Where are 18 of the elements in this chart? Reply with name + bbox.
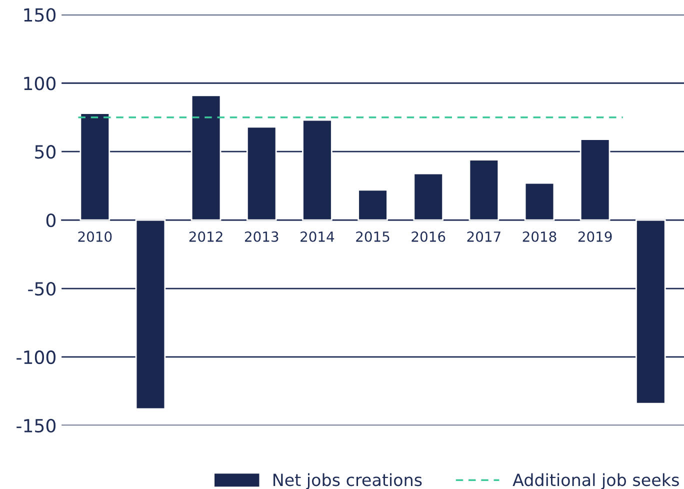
y-tick-label: -150 [16, 418, 56, 433]
x-tick-label: 2013 [244, 231, 278, 242]
y-tick-label: 100 [24, 76, 56, 90]
y-tick-label: -50 [28, 282, 56, 296]
x-tick-label: 2012 [189, 231, 222, 242]
x-tick-label: 2014 [300, 231, 334, 242]
legend-label: Additional job seeks [512, 473, 679, 489]
x-tick-label: 2019 [578, 231, 612, 242]
x-tick-label: 2016 [412, 231, 446, 242]
y-tick-label: 0 [46, 214, 56, 228]
y-tick-label: -100 [16, 350, 56, 364]
legend-label: Net jobs creations [274, 473, 422, 489]
x-tick-label: 2018 [522, 231, 556, 242]
x-tick-label: 2010 [78, 231, 112, 242]
y-tick-label: 50 [35, 145, 56, 159]
x-tick-label: 2015 [356, 231, 390, 242]
y-tick-label: 150 [24, 8, 56, 22]
x-tick-label: 2017 [467, 231, 500, 242]
